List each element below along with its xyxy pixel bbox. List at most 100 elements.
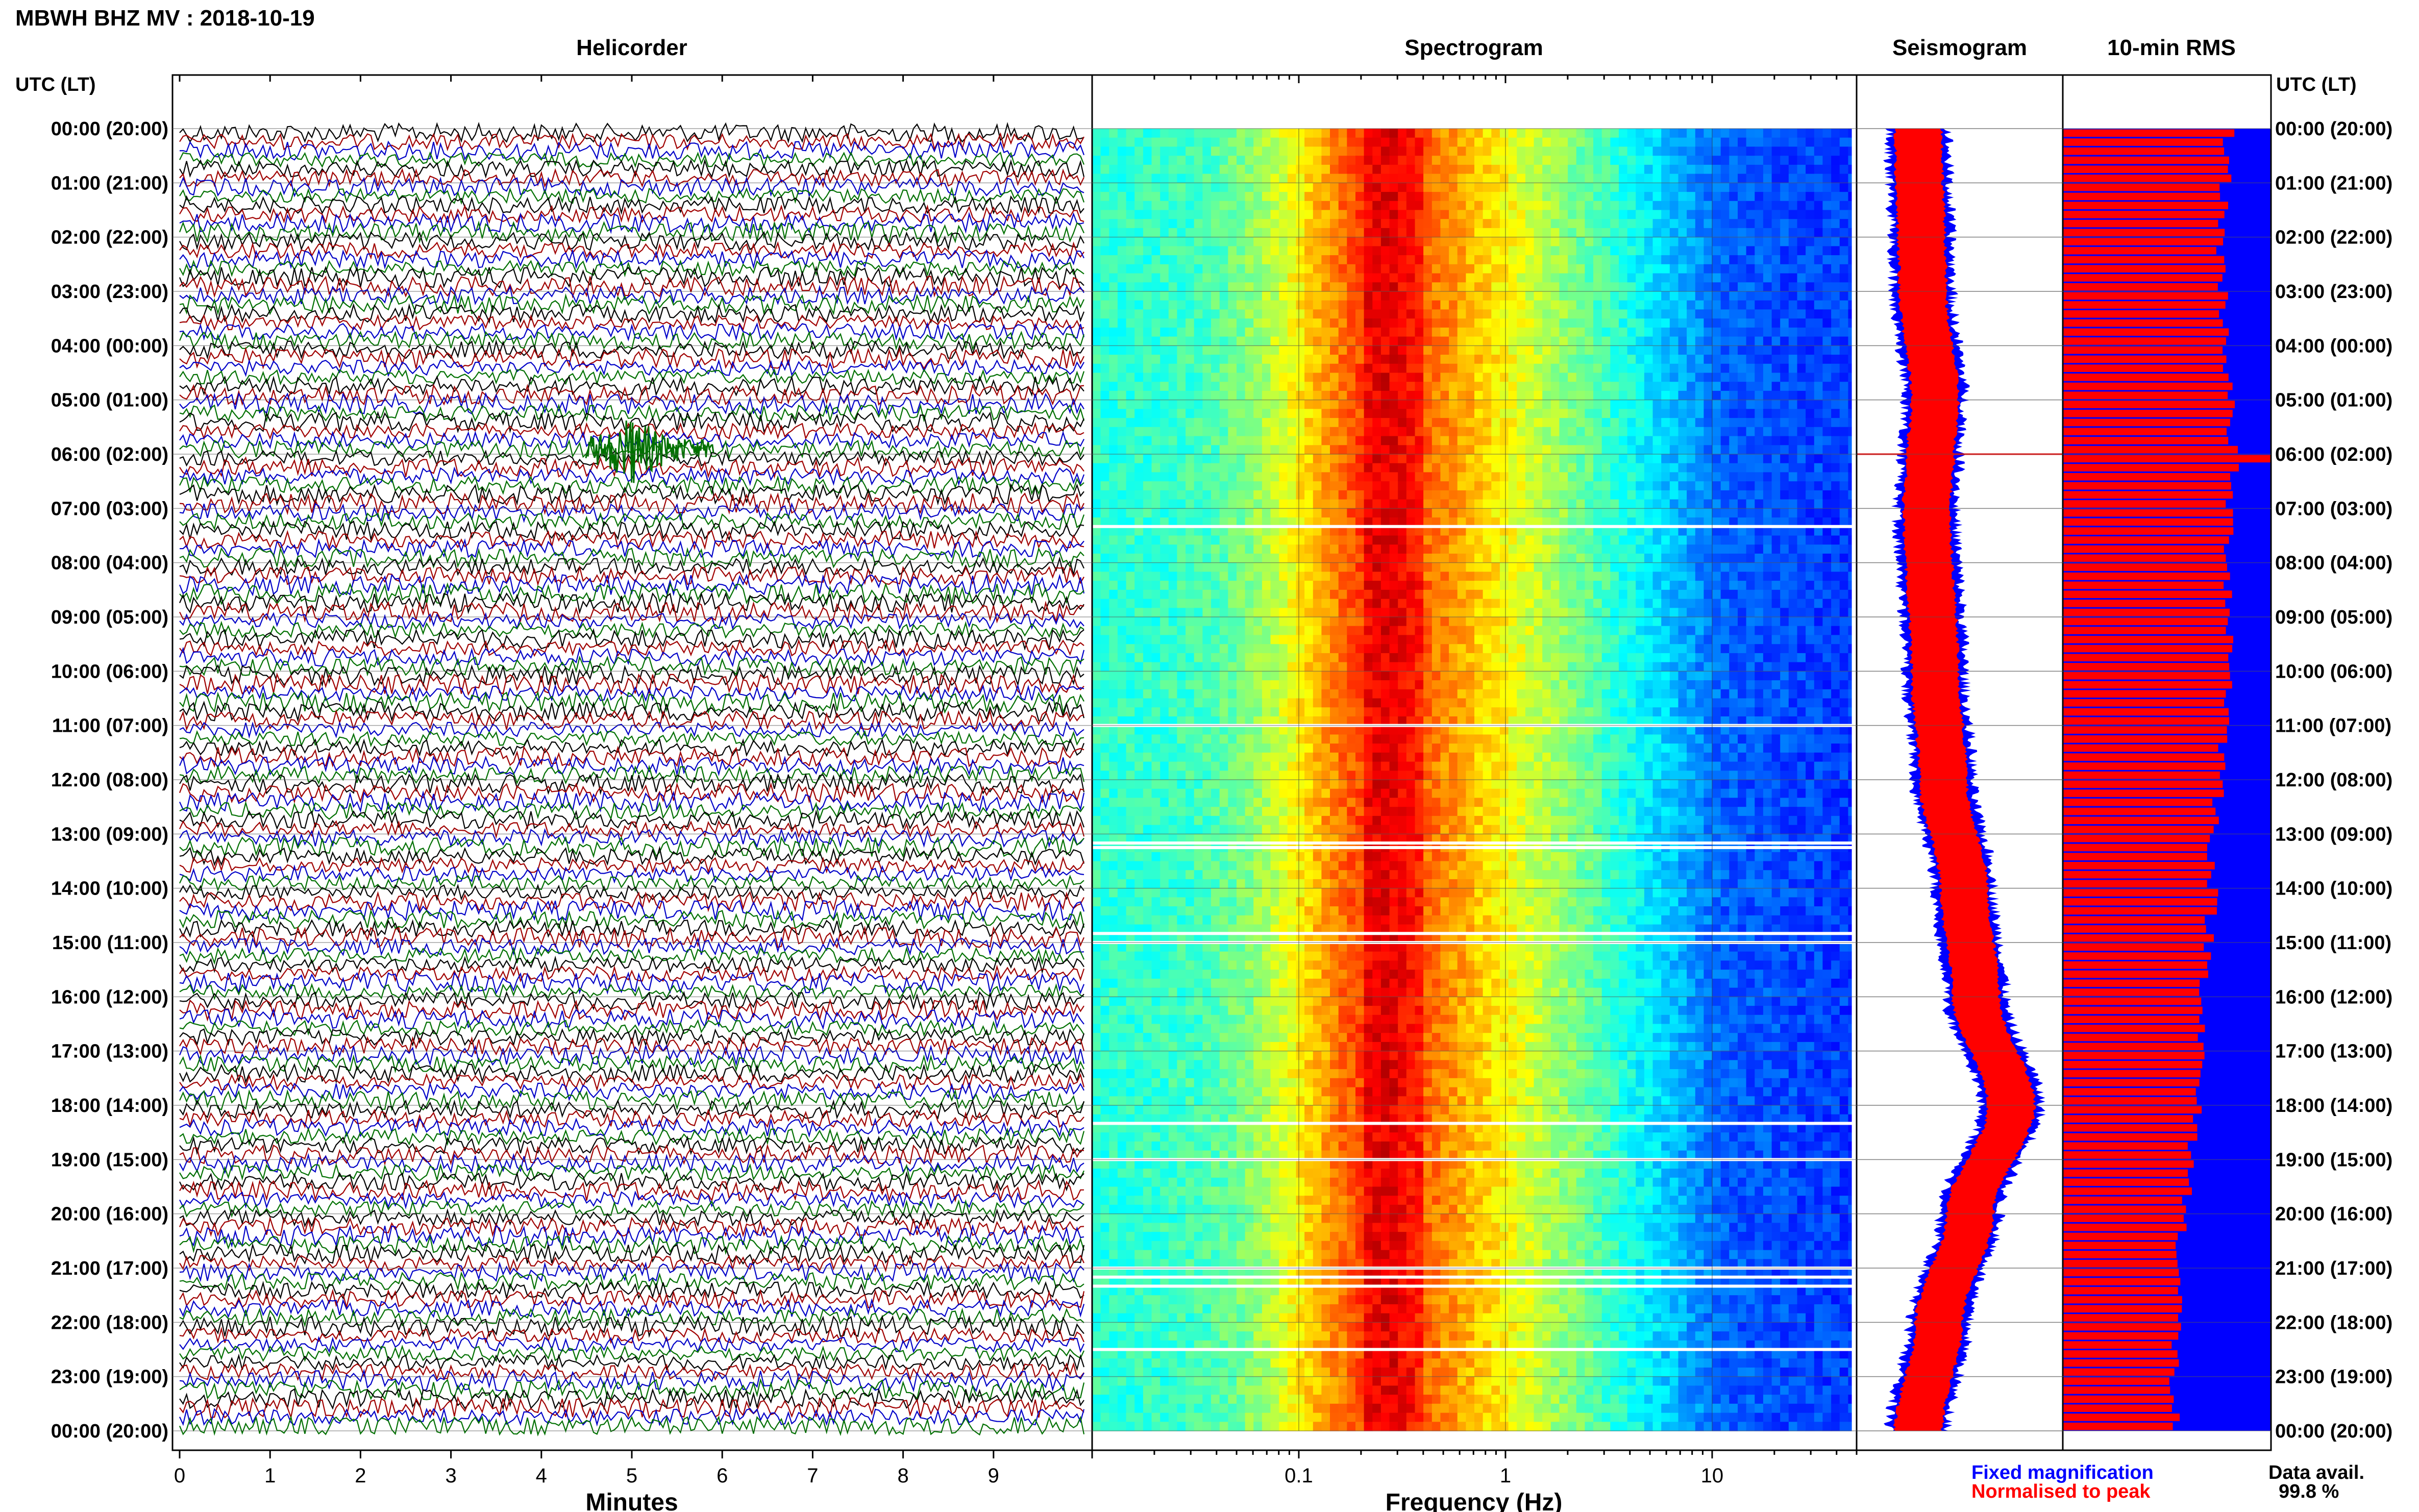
spectrogram-cell [1262,409,1271,418]
spectrogram-cell [1559,418,1568,428]
spectrogram-cell [1576,219,1585,229]
spectrogram-cell [1321,264,1330,274]
spectrogram-cell [1499,237,1509,246]
spectrogram-cell [1186,409,1195,418]
spectrogram-cell [1398,291,1407,301]
helicorder-trace-row [179,909,1085,930]
spectrogram-cell [1092,526,1101,536]
spectrogram-cell [1177,183,1186,192]
spectrogram-cell [1848,427,1852,437]
spectrogram-cell [1313,608,1322,617]
spectrogram-cell [1619,363,1628,374]
spectrogram-cell [1771,562,1781,572]
spectrogram-cell [1797,201,1806,211]
spectrogram-cell [1245,264,1254,274]
spectrogram-cell [1100,237,1109,246]
spectrogram-cell [1372,472,1381,482]
spectrogram-cell [1423,336,1433,346]
spectrogram-cell [1661,355,1670,364]
spectrogram-cell [1126,535,1135,545]
spectrogram-cell [1398,318,1407,328]
spectrogram-cell [1143,508,1152,518]
spectrogram-cell [1491,400,1500,409]
spectrogram-cell [1211,336,1220,346]
spectrogram-cell [1457,599,1466,608]
spectrogram-cell [1228,146,1237,156]
spectrogram-cell [1568,572,1577,581]
spectrogram-cell [1143,373,1152,382]
helicorder-trace-row [179,359,1084,377]
spectrogram-cell [1695,210,1704,219]
spectrogram-cell [1177,382,1186,391]
spectrogram-cell [1542,345,1551,355]
spectrogram-cell [1848,373,1852,382]
spectrogram-cell [1160,544,1169,554]
spectrogram-cell [1738,454,1747,464]
spectrogram-cell [1542,382,1551,391]
spectrogram-cell [1839,183,1848,192]
spectrogram-cell [1806,436,1815,445]
spectrogram-cell [1729,129,1738,138]
spectrogram-cell [1729,137,1738,147]
spectrogram-cell [1806,427,1815,437]
spectrogram-cell [1219,246,1228,256]
spectrogram-cell [1542,156,1551,165]
spectrogram-cell [1738,572,1747,581]
spectrogram-cell [1542,490,1551,500]
spectrogram-cell [1746,192,1755,202]
spectrogram-cell [1355,562,1365,572]
spectrogram-cell [1126,210,1135,219]
spectrogram-cell [1814,427,1823,437]
spectrogram-cell [1406,300,1415,310]
spectrogram-cell [1814,228,1823,238]
spectrogram-cell [1652,173,1662,183]
spectrogram-cell [1372,309,1381,319]
spectrogram-cell [1687,390,1696,401]
spectrogram-cell [1593,219,1602,229]
spectrogram-cell [1466,400,1475,409]
spectrogram-cell [1755,282,1764,292]
spectrogram-cell [1806,345,1815,355]
spectrogram-cell [1160,599,1169,608]
spectrogram-cell [1372,445,1381,455]
spectrogram-cell [1423,400,1433,409]
spectrogram-cell [1321,173,1330,183]
spectrogram-cell [1440,553,1449,563]
spectrogram-cell [1100,553,1109,563]
spectrogram-cell [1415,173,1424,183]
spectrogram-cell [1109,572,1118,581]
spectrogram-cell [1186,300,1195,310]
spectrogram-cell [1831,535,1840,545]
spectrogram-cell [1755,327,1764,337]
spectrogram-cell [1508,201,1517,211]
spectrogram-cell [1279,436,1288,445]
spectrogram-cell [1755,164,1764,175]
spectrogram-cell [1687,309,1696,319]
spectrogram-cell [1610,562,1619,572]
spectrogram-cell [1491,173,1500,183]
spectrogram-cell [1499,300,1509,310]
spectrogram-cell [1449,409,1458,418]
spectrogram-cell [1483,445,1492,455]
spectrogram-cell [1704,219,1713,229]
spectrogram-cell [1797,327,1806,337]
spectrogram-cell [1440,472,1449,482]
spectrogram-cell [1525,192,1535,202]
spectrogram-cell [1211,291,1220,301]
spectrogram-cell [1177,173,1186,183]
spectrogram-cell [1109,481,1118,491]
spectrogram-cell [1755,300,1764,310]
spectrogram-cell [1347,137,1356,147]
spectrogram-cell [1186,544,1195,554]
spectrogram-cell [1474,481,1484,491]
spectrogram-cell [1695,219,1704,229]
spectrogram-cell [1601,137,1611,147]
spectrogram-cell [1313,409,1322,418]
spectrogram-cell [1712,535,1721,545]
spectrogram-cell [1151,418,1161,428]
spectrogram-cell [1755,146,1764,156]
spectrogram-cell [1474,382,1484,391]
spectrogram-cell [1517,544,1526,554]
spectrogram-cell [1194,345,1203,355]
spectrogram-cell [1669,445,1679,455]
